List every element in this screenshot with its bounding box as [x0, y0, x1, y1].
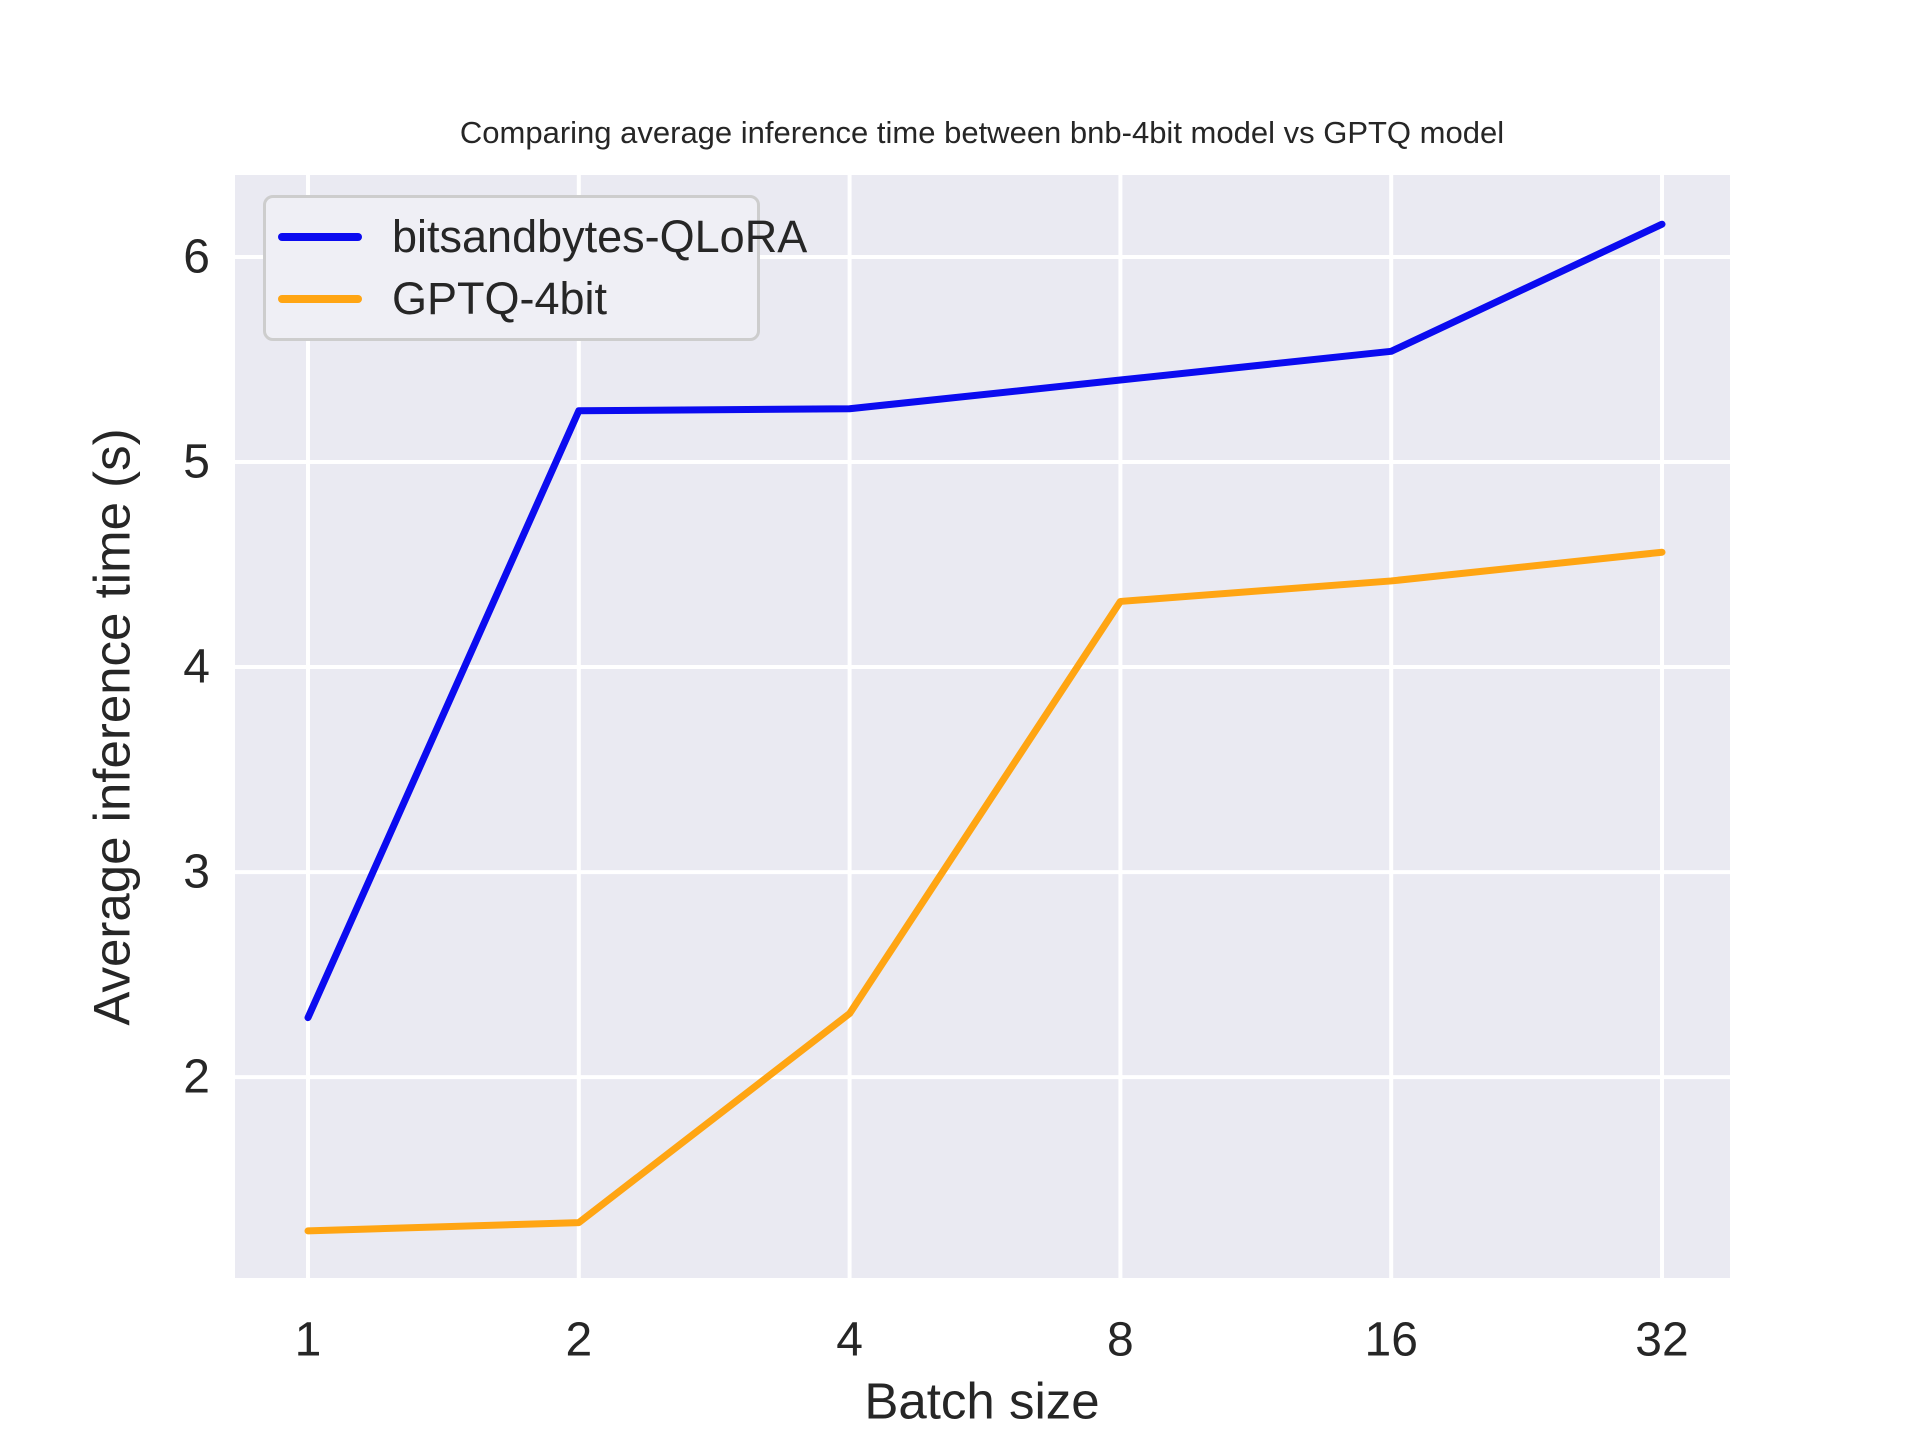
y-tick-label-3: 3 [183, 845, 210, 899]
x-tick-label-1: 1 [294, 1313, 322, 1367]
legend-line-swatch-blue [278, 232, 362, 241]
x-tick-label-32: 32 [1635, 1313, 1689, 1367]
y-tick-label-5: 5 [183, 435, 210, 489]
x-tick-label-2: 2 [565, 1313, 593, 1367]
y-axis-label: Average inference time (s) [83, 428, 141, 1026]
y-tick-label-6: 6 [183, 230, 210, 284]
x-tick-label-8: 8 [1107, 1313, 1134, 1367]
y-tick-label-2: 2 [183, 1050, 210, 1104]
chart-title: Comparing average inference time between… [459, 115, 1505, 150]
series-line-bitsandbytes-QLoRA [304, 220, 1666, 1022]
legend-line-swatch-orange [278, 295, 362, 304]
legend-item-gptq-4bit: GPTQ-4bit [278, 273, 757, 325]
legend-item-bitsandbytes-qlora: bitsandbytes-QLoRA [278, 211, 807, 263]
y-tick-label-4: 4 [183, 640, 210, 694]
x-tick-label-16: 16 [1364, 1313, 1418, 1367]
legend-label: bitsandbytes-QLoRA [392, 210, 808, 262]
series-line-GPTQ-4bit [304, 548, 1666, 1235]
legend-label: GPTQ-4bit [392, 273, 608, 325]
x-axis-label: Batch size [864, 1372, 1100, 1430]
legend: bitsandbytes-QLoRA GPTQ-4bit [263, 195, 807, 341]
plot-area [235, 175, 1730, 1278]
x-tick-label-4: 4 [836, 1313, 863, 1367]
